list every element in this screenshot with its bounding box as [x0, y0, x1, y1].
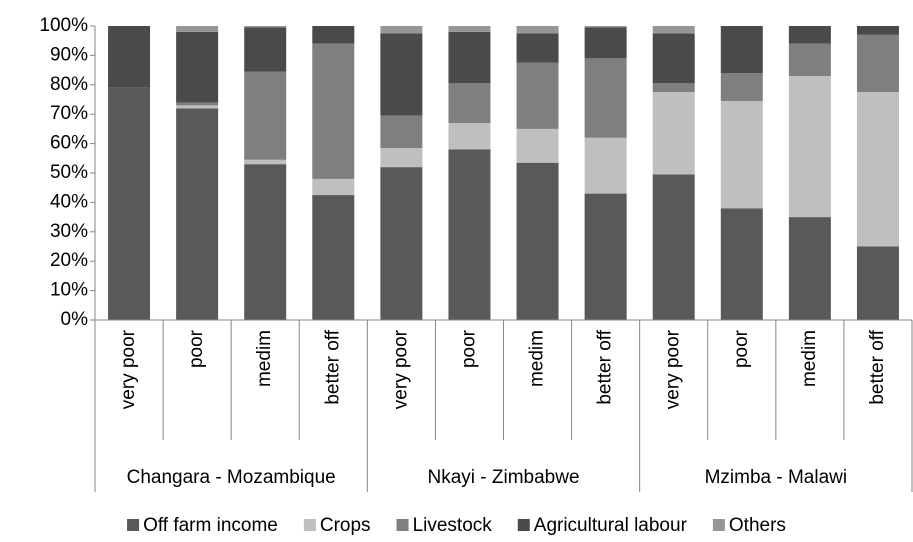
bar-segment [176, 26, 219, 32]
group-label: Changara - Mozambique [127, 467, 336, 488]
bar-segment [380, 115, 423, 149]
y-tick-label: 90% [50, 44, 88, 65]
bar-segment [448, 83, 491, 124]
x-tick-label: very poor [663, 329, 684, 409]
bar-segment [856, 34, 899, 93]
legend: Off farm income Crops Livestock Agricultura… [127, 515, 786, 536]
bar-segment [108, 26, 151, 88]
bar-segment [380, 33, 423, 116]
bar-segment [856, 246, 899, 320]
bar-segment [652, 33, 695, 84]
bar-segment [244, 159, 287, 165]
bar-segment [584, 137, 627, 194]
bar-segment [516, 26, 559, 34]
y-tick-label: 80% [50, 74, 88, 95]
bar-segment [380, 148, 423, 168]
bar-segment [856, 26, 899, 35]
bar-segment [312, 26, 355, 44]
bar-segment [176, 108, 219, 320]
bar-segment [652, 92, 695, 175]
bar-segment [856, 92, 899, 247]
bar-segment [176, 31, 219, 103]
y-tick-label: 100% [39, 15, 88, 36]
x-tick-label: better off [322, 329, 343, 404]
bar-segment [244, 164, 287, 320]
y-tick-label: 60% [50, 133, 88, 154]
x-tick-label: better off [867, 329, 888, 404]
bar-segment [584, 26, 627, 28]
bar-segment [516, 162, 559, 320]
bar-segment [720, 73, 763, 101]
bar-segment [312, 195, 355, 320]
x-tick-label: very poor [390, 329, 411, 409]
legend-label: Off farm income [143, 515, 278, 536]
y-tick-label: 50% [50, 162, 88, 183]
group-label: Mzimba - Malawi [705, 467, 848, 488]
x-tick-label: medim [254, 330, 275, 387]
bar-segment [788, 26, 831, 44]
x-tick-label: better off [595, 329, 616, 404]
legend-swatch [517, 519, 530, 531]
bar-segment [788, 75, 831, 218]
y-tick-label: 40% [50, 191, 88, 212]
x-tick-label: poor [186, 329, 207, 368]
legend-swatch [303, 519, 316, 531]
bar-segment [176, 105, 219, 109]
bar-segment [652, 26, 695, 34]
bar-segment [448, 31, 491, 84]
bar-segment [516, 33, 559, 63]
bar-segment [720, 100, 763, 209]
bar-segment [312, 43, 355, 179]
legend-swatch [712, 519, 725, 531]
bar-segment [108, 87, 151, 321]
bar-segment [448, 149, 491, 320]
bar-segment [584, 193, 627, 320]
x-tick-label: poor [731, 329, 752, 368]
y-tick-label: 30% [50, 221, 88, 242]
bar-segment [244, 26, 287, 28]
legend-label: Others [729, 515, 786, 536]
y-tick-label: 70% [50, 103, 88, 124]
x-tick-label: medim [799, 330, 820, 387]
bar-segment [380, 26, 423, 34]
bar-segment [788, 217, 831, 320]
x-tick-label: very poor [118, 329, 139, 409]
group-label: Nkayi - Zimbabwe [427, 467, 579, 488]
bar-segment [244, 71, 287, 160]
x-tick-label: poor [458, 329, 479, 368]
legend-label: Agricultural labour [534, 515, 688, 536]
legend-swatch [127, 519, 140, 531]
y-tick-label: 0% [61, 309, 89, 330]
bar-segment [380, 167, 423, 320]
bar-segment [448, 26, 491, 32]
legend-label: Livestock [413, 515, 493, 536]
bar-segment [652, 83, 695, 93]
bar-segment [584, 27, 627, 59]
bar-segment [652, 174, 695, 320]
legend-swatch [396, 519, 409, 531]
legend-label: Crops [320, 515, 371, 536]
bar-segment [516, 128, 559, 163]
bar-segment [516, 62, 559, 129]
bar-segment [312, 178, 355, 196]
y-tick-label: 20% [50, 250, 88, 271]
x-tick-label: medim [527, 330, 548, 387]
bar-segment [720, 208, 763, 320]
bar-segment [788, 43, 831, 76]
bar-segment [720, 26, 763, 74]
y-tick-label: 10% [50, 280, 88, 301]
bar-segment [584, 58, 627, 138]
bar-segment [176, 102, 219, 106]
bar-segment [244, 27, 287, 72]
bar-segment [448, 123, 491, 150]
